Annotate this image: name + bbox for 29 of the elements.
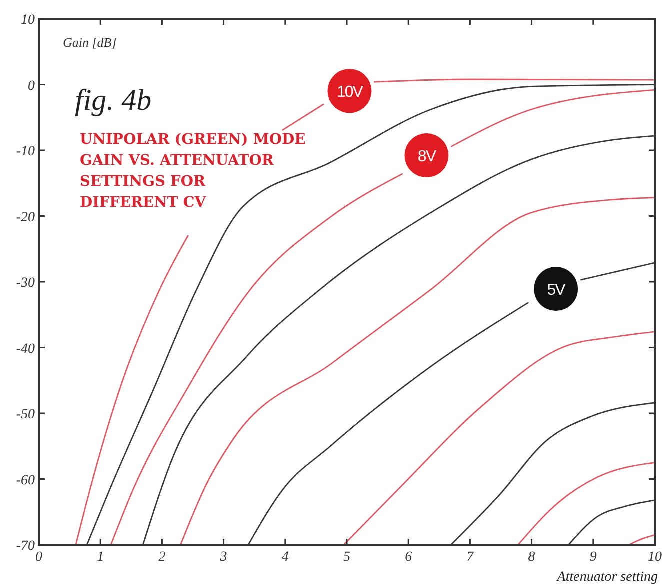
y-tick-label: -30 [16, 276, 35, 291]
annotation: 8V [418, 148, 437, 166]
x-axis-title: Attenuator setting [556, 570, 658, 585]
x-tick-label: 1 [97, 550, 104, 565]
line-series [518, 462, 656, 546]
y-tick-label: 0 [28, 78, 35, 94]
y-tick-label: -60 [16, 473, 35, 488]
y-tick-label: -20 [16, 210, 35, 226]
line-series [180, 197, 656, 546]
x-tick-label: 9 [590, 550, 597, 565]
y-tick-label: -40 [16, 342, 35, 357]
x-tick-label: 10 [648, 550, 662, 565]
x-tick-label: 5 [344, 550, 350, 565]
y-tick-label: -50 [16, 408, 35, 422]
annotation: 5V [547, 282, 566, 300]
annotation: 10V [336, 84, 364, 102]
y-tick-label: 10 [21, 13, 35, 28]
x-tick-label: 8 [528, 550, 536, 565]
text: UNIPOLAR (GREEN) MODE GAIN VS. ATTENUATOR SETTINGS FOR DIFFERENT CV [80, 131, 306, 211]
y-tick-label: -10 [16, 144, 35, 160]
line-series [343, 331, 656, 546]
x-tick-label: 2 [158, 550, 166, 565]
x-tick-label: 7 [466, 550, 475, 565]
text: fig. 4b [75, 84, 152, 117]
y-tick-label: -70 [16, 539, 35, 554]
x-tick-label: 4 [282, 550, 289, 565]
x-tick-label: 6 [405, 550, 412, 565]
x-tick-label: 3 [219, 550, 228, 565]
y-axis-title: Gain [dB] [63, 35, 117, 50]
